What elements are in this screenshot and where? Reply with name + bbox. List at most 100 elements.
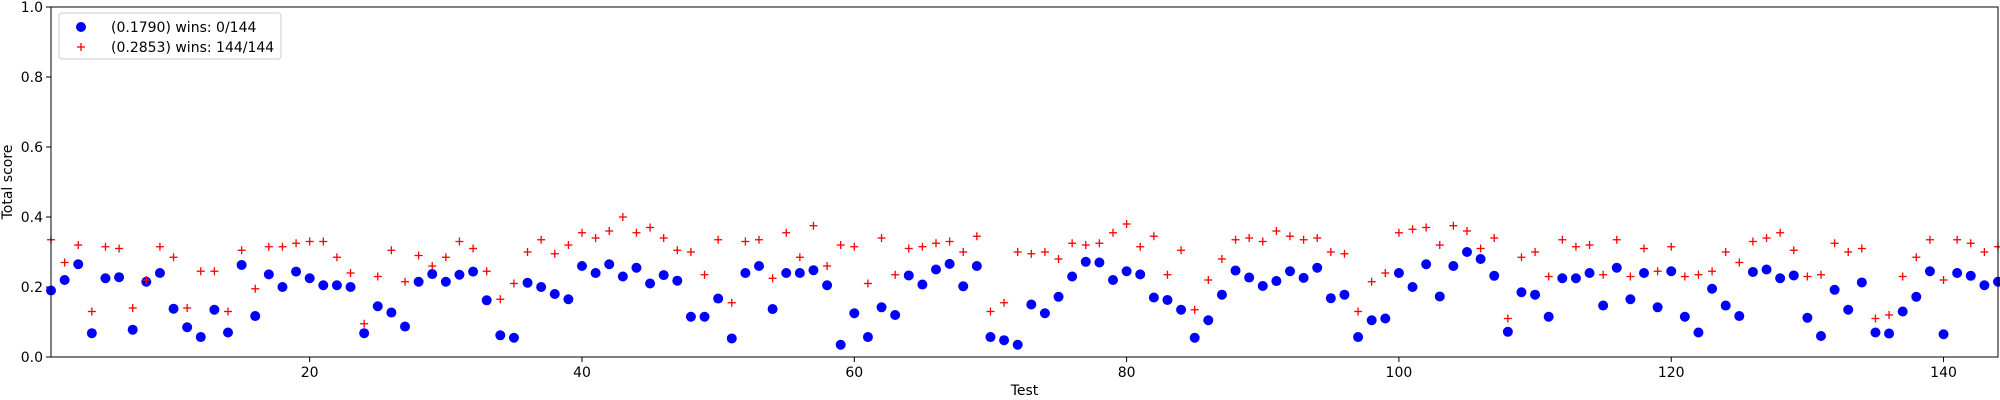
point-blue-dot (1312, 262, 1323, 273)
point-red-plus (646, 223, 655, 232)
point-red-plus (972, 232, 981, 241)
point-blue-dot (1502, 326, 1513, 337)
point-blue-dot (1611, 262, 1622, 273)
point-blue-dot (1652, 302, 1663, 313)
point-red-plus (1354, 307, 1363, 316)
series-1 (46, 247, 2000, 350)
point-red-plus (455, 237, 464, 246)
y-tick-label: 1.0 (21, 0, 43, 16)
point-blue-dot (1788, 270, 1799, 281)
point-red-plus (1953, 235, 1962, 244)
point-blue-dot (1829, 284, 1840, 295)
point-blue-dot (563, 294, 574, 305)
point-blue-dot (1189, 332, 1200, 343)
point-blue-dot (1598, 300, 1609, 311)
point-blue-dot (631, 262, 642, 273)
point-blue-dot (1747, 266, 1758, 277)
point-blue-dot (849, 308, 860, 319)
x-axis-ticks: 20 40 60 80 100 120 140 (301, 357, 1957, 381)
point-red-plus (1544, 272, 1553, 281)
point-red-plus (1844, 248, 1853, 256)
point-blue-dot (440, 276, 451, 287)
point-blue-dot (1856, 277, 1867, 288)
legend: (0.1790) wins: 0/144 (0.2853) wins: 144/1… (58, 12, 282, 60)
point-blue-dot (862, 332, 873, 343)
series-2 (47, 213, 2000, 328)
legend-label: (0.1790) wins: 0/144 (111, 20, 256, 36)
point-red-plus (578, 228, 586, 237)
point-red-plus (1490, 234, 1499, 242)
point-red-plus (1571, 242, 1580, 251)
point-red-plus (1286, 232, 1294, 241)
point-red-plus (1463, 227, 1471, 235)
point-red-plus (128, 304, 137, 312)
point-red-plus (659, 234, 668, 242)
point-red-plus (1449, 221, 1458, 230)
point-red-plus (1721, 248, 1730, 256)
point-red-plus (632, 228, 641, 237)
point-red-plus (1299, 235, 1308, 244)
point-blue-dot (740, 268, 751, 278)
point-blue-dot (536, 282, 547, 292)
point-red-plus (1122, 220, 1131, 228)
point-blue-dot (1462, 247, 1472, 257)
point-blue-dot (604, 259, 615, 270)
point-blue-dot (1393, 268, 1404, 278)
point-red-plus (482, 267, 491, 276)
point-red-plus (387, 246, 396, 255)
point-blue-dot (209, 304, 220, 315)
point-blue-dot (1108, 275, 1118, 285)
point-red-plus (1558, 235, 1567, 244)
point-blue-dot (931, 264, 941, 275)
point-blue-dot (1707, 283, 1718, 294)
point-blue-dot (617, 271, 628, 282)
x-tick-label: 40 (573, 365, 591, 381)
point-blue-dot (59, 275, 70, 285)
point-blue-dot (890, 310, 901, 320)
point-red-plus (414, 251, 423, 260)
point-blue-dot (1285, 266, 1295, 277)
point-red-plus (564, 241, 573, 249)
point-legend-marker (77, 43, 85, 51)
point-blue-dot (359, 328, 370, 339)
point-red-plus (863, 279, 872, 288)
point-blue-dot (672, 275, 683, 286)
point-red-plus (332, 253, 341, 262)
point-blue-dot (808, 265, 819, 276)
point-red-plus (904, 244, 913, 253)
point-legend-marker (76, 22, 86, 32)
point-red-plus (755, 235, 763, 244)
point-blue-dot (1257, 280, 1268, 291)
point-blue-dot (345, 282, 356, 292)
point-red-plus (1653, 267, 1662, 276)
point-blue-dot (1012, 339, 1023, 350)
y-tick-label: 0.0 (21, 350, 43, 366)
point-red-plus (1925, 235, 1934, 244)
point-red-plus (1803, 272, 1812, 281)
point-red-plus (183, 304, 192, 312)
point-blue-dot (577, 261, 587, 271)
point-blue-dot (1775, 273, 1786, 284)
point-blue-dot (413, 276, 424, 287)
point-blue-dot (985, 332, 996, 343)
point-red-plus (686, 248, 695, 256)
point-blue-dot (781, 268, 792, 278)
point-red-plus (196, 267, 205, 276)
point-red-plus (591, 234, 600, 242)
point-blue-dot (495, 330, 506, 341)
point-red-plus (1885, 311, 1894, 319)
point-blue-dot (754, 261, 764, 271)
point-red-plus (1599, 270, 1608, 279)
point-blue-dot (263, 269, 274, 280)
point-blue-dot (250, 311, 261, 322)
point-red-plus (101, 242, 110, 251)
point-blue-dot (876, 302, 887, 313)
point-red-plus (1136, 242, 1145, 251)
point-blue-dot (182, 322, 193, 333)
point-red-plus (1095, 239, 1104, 248)
point-red-plus (1626, 272, 1635, 281)
point-blue-dot (318, 280, 329, 291)
point-red-plus (1912, 253, 1921, 262)
plot-frame (50, 6, 1999, 358)
